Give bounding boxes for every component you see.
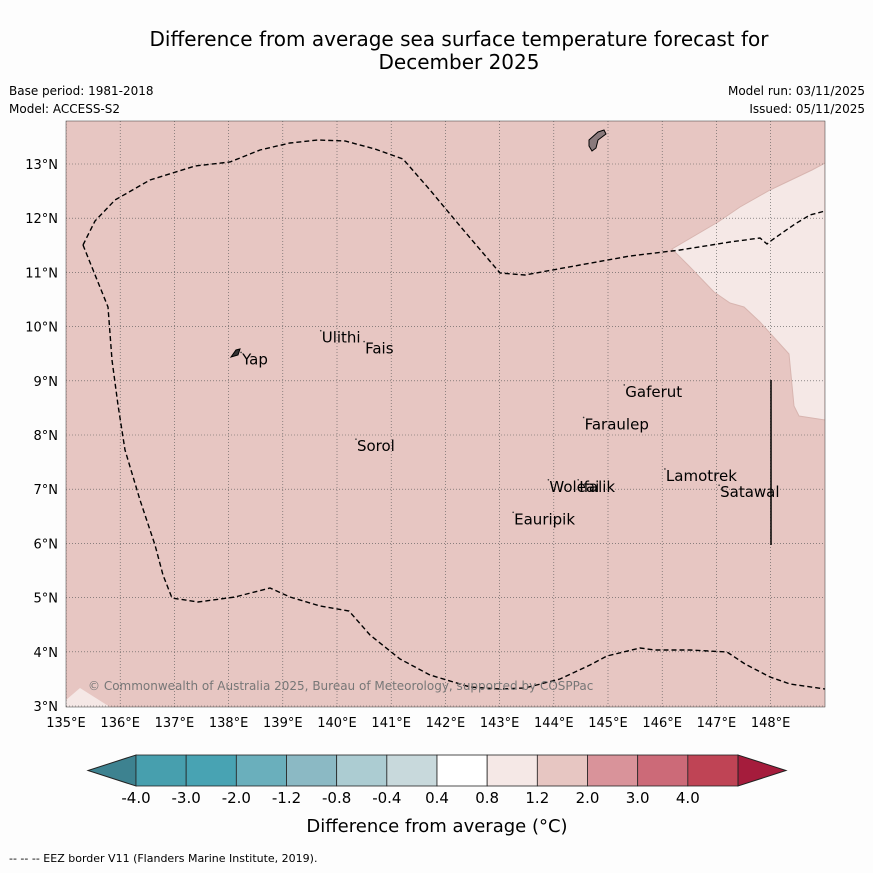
colorbar-segment: [235, 754, 287, 787]
lat-tick-label: 4°N: [34, 646, 59, 661]
lat-tick-label: 11°N: [25, 266, 58, 281]
lon-tick-label: 143°E: [480, 716, 520, 731]
model-run: Model run: 03/11/2025: [727, 84, 865, 98]
place-label: Lamotrek: [666, 467, 737, 485]
colorbar-tick-label: -3.0: [172, 789, 201, 807]
copyright-notice: © Commonwealth of Australia 2025, Bureau…: [88, 679, 593, 693]
place-marker: [240, 351, 242, 354]
graticule: [66, 121, 825, 707]
colorbar-tick-label: 2.0: [576, 789, 600, 807]
title-line-2: December 2025: [378, 50, 540, 74]
colorbar-segment: [486, 754, 538, 787]
colorbar-label: Difference from average (°C): [306, 816, 567, 837]
colorbar-over-arrow: [737, 754, 788, 787]
colorbar-under-arrow: [86, 754, 137, 787]
place-marker: [512, 511, 514, 514]
base-period: Base period: 1981-2018: [9, 84, 154, 98]
place-label: Eauripik: [514, 510, 575, 528]
place-marker: [355, 438, 357, 440]
lon-tick-label: 138°E: [209, 716, 249, 731]
lon-tick-label: 142°E: [426, 716, 466, 731]
place-marker: [547, 478, 550, 481]
guam-island: [588, 129, 607, 152]
place-marker: [363, 340, 365, 343]
issued-date: Issued: 05/11/2025: [749, 102, 865, 116]
yap-island: [229, 348, 241, 358]
place-label: Gaferut: [625, 383, 682, 401]
meta-right: Model run: 03/11/2025 Issued: 05/11/2025: [728, 82, 865, 118]
colorbar-segment: [536, 754, 588, 787]
colorbar-tick-label: -2.0: [222, 789, 251, 807]
anomaly-field: [66, 121, 825, 707]
colorbar-segment: [436, 754, 488, 787]
lat-tick-label: 9°N: [34, 375, 59, 390]
place-label: Ifalik: [579, 478, 615, 496]
place-label: Ulithi: [322, 329, 361, 347]
lon-tick-label: 146°E: [642, 716, 682, 731]
colorbar-tick-label: 4.0: [676, 789, 700, 807]
lon-tick-label: 141°E: [371, 716, 411, 731]
colorbar-tick-label: 3.0: [626, 789, 650, 807]
model-name: Model: ACCESS-S2: [9, 102, 121, 116]
lon-tick-label: 135°E: [46, 716, 86, 731]
lat-tick-label: 7°N: [34, 483, 59, 498]
colorbar: -4.0 -3.0 -2.0 -1.2 -0.8 -0.4 0.4 0.8 1.2 2.0 3.0 4…: [86, 754, 788, 807]
lat-tick-label: 8°N: [34, 429, 59, 444]
colorbar-tick-label: -4.0: [121, 789, 150, 807]
lat-tick-label: 3°N: [34, 700, 59, 715]
colorbar-segment: [637, 754, 689, 787]
lat-tick-label: 10°N: [25, 321, 58, 336]
place-marker: [623, 384, 626, 386]
place-label: Sorol: [357, 437, 395, 455]
colorbar-segment: [386, 754, 438, 787]
colorbar-tick-label: 0.8: [475, 789, 499, 807]
lon-tick-label: 148°E: [751, 716, 791, 731]
colorbar-tick-label: 0.4: [425, 789, 449, 807]
eez-border-west: [82, 244, 825, 690]
lon-tick-label: 140°E: [317, 716, 357, 731]
lat-tick-label: 12°N: [25, 212, 58, 227]
place-marker: [718, 484, 720, 487]
colorbar-segment: [185, 754, 237, 787]
colorbar-segment: [687, 754, 739, 787]
place-marker: [582, 416, 585, 419]
colorbar-segment: [336, 754, 388, 787]
axis-labels: 135°E 136°E 137°E 138°E 139°E 140°E 141°E 142°E…: [25, 158, 790, 731]
lat-tick-label: 5°N: [34, 592, 59, 607]
colorbar-tick-label: 1.2: [525, 789, 549, 807]
place-marker: [319, 329, 322, 332]
lon-tick-label: 147°E: [697, 716, 737, 731]
place-marker: [577, 478, 579, 481]
lon-tick-label: 137°E: [155, 716, 195, 731]
anomaly-region-light-sw: [66, 688, 110, 707]
place-label: Satawal: [720, 483, 779, 501]
place-label: Woleai: [549, 478, 599, 496]
lon-tick-label: 136°E: [100, 716, 140, 731]
lon-tick-label: 139°E: [263, 716, 303, 731]
colorbar-segment: [587, 754, 639, 787]
map-frame: [65, 120, 826, 708]
title-line-1: Difference from average sea surface temp…: [149, 27, 769, 51]
place-label: Yap: [241, 350, 268, 368]
meta-left: Base period: 1981-2018 Model: ACCESS-S2: [9, 82, 154, 118]
lon-tick-label: 145°E: [588, 716, 628, 731]
map-title: Difference from average sea surface temp…: [0, 28, 873, 74]
anomaly-region-light: [671, 162, 825, 421]
eez-footnote: -- -- -- EEZ border V11 (Flanders Marine…: [9, 852, 318, 865]
place-marker: [664, 468, 666, 470]
place-label: Faraulep: [585, 415, 649, 433]
lat-tick-label: 6°N: [34, 537, 59, 552]
colorbar-segment: [286, 754, 338, 787]
colorbar-segment: [135, 754, 187, 787]
colorbar-tick-label: -0.8: [322, 789, 351, 807]
lon-tick-label: 144°E: [534, 716, 574, 731]
colorbar-tick-label: -1.2: [272, 789, 301, 807]
place-label: Fais: [365, 340, 394, 358]
eez-border: [82, 139, 825, 276]
colorbar-tick-label: -0.4: [372, 789, 401, 807]
lat-tick-label: 13°N: [25, 158, 58, 173]
